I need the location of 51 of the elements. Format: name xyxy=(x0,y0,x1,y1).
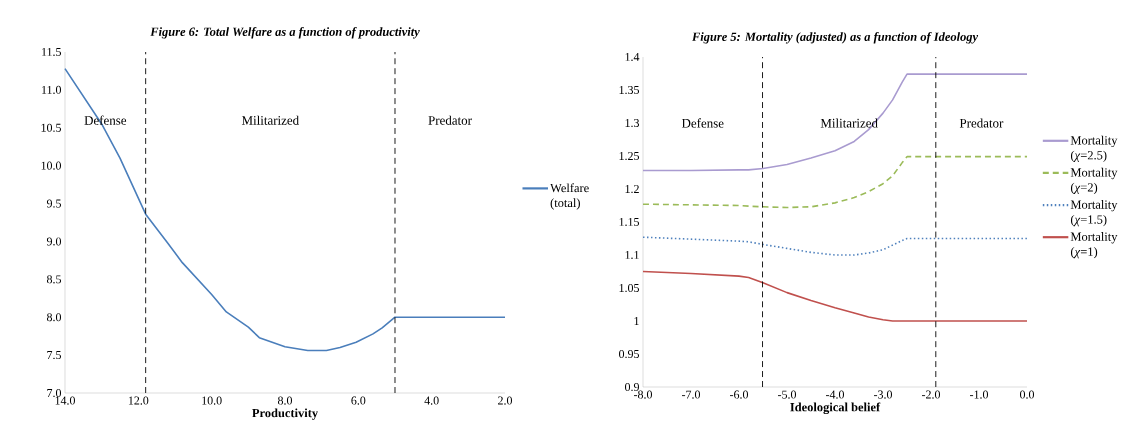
annotation: Predator xyxy=(959,118,1004,128)
x-tick-label: -3.0 xyxy=(873,390,893,399)
x-tick-label: 8.0 xyxy=(277,396,293,405)
y-tick-label: 1.3 xyxy=(625,118,640,128)
y-tick-label: 1.25 xyxy=(619,151,640,161)
legend-label: Mortality (χ=2.5) xyxy=(1070,135,1118,162)
y-tick-label: 10.0 xyxy=(41,161,62,170)
chart-title: Figure 5: Mortality (adjusted) as a function of Ideology xyxy=(691,32,979,44)
x-axis-title: Ideological belief xyxy=(790,402,881,414)
x-tick-label: -8.0 xyxy=(633,390,653,399)
y-tick-label: 1 xyxy=(634,317,639,325)
x-tick-label: -7.0 xyxy=(681,390,701,399)
x-tick-label: 2.0 xyxy=(498,396,513,405)
y-tick-label: 11.5 xyxy=(42,47,62,57)
x-tick-label: -1.0 xyxy=(969,390,989,399)
x-axis-title: Productivity xyxy=(252,408,318,420)
y-tick-label: 8.5 xyxy=(46,275,62,284)
annotation: Defense xyxy=(681,118,724,128)
y-tick-label: 1.4 xyxy=(625,52,640,62)
y-tick-label: 1.2 xyxy=(625,184,639,194)
x-tick-label: 0.0 xyxy=(1019,390,1035,399)
x-tick-label: 14.0 xyxy=(55,396,75,405)
annotation: Predator xyxy=(428,115,472,125)
y-tick-label: 1.15 xyxy=(619,217,640,227)
y-tick-label: 7.0 xyxy=(47,388,62,398)
y-tick-label: 9.0 xyxy=(46,237,62,246)
y-tick-label: 0.95 xyxy=(619,349,640,359)
y-tick-label: 1.1 xyxy=(625,250,639,260)
legend-label: Mortality (χ=1.5) xyxy=(1070,200,1118,227)
y-tick-label: 1.35 xyxy=(619,85,640,95)
x-tick-label: -2.0 xyxy=(921,390,941,399)
legend-label: Welfare (total) xyxy=(550,183,589,210)
annotation: Militarized xyxy=(820,118,878,128)
x-tick-label: -4.0 xyxy=(825,390,845,399)
y-tick-label: 9.5 xyxy=(46,199,62,208)
x-tick-label: 12.0 xyxy=(128,396,149,405)
y-tick-label: 10.5 xyxy=(41,123,62,132)
y-tick-label: 1.05 xyxy=(619,283,640,293)
x-tick-label: -5.0 xyxy=(777,390,797,399)
legend-label: Mortality (χ=1) xyxy=(1070,232,1118,259)
x-tick-label: 10.0 xyxy=(202,396,222,405)
chart-title: Figure 6: Total Welfare as a function of productivity xyxy=(150,27,420,39)
y-tick-label: 0.9 xyxy=(625,382,639,392)
legend-label: Mortality (χ=2) xyxy=(1070,167,1118,195)
y-tick-label: 7.5 xyxy=(47,351,62,360)
x-tick-label: 4.0 xyxy=(424,396,439,405)
x-tick-label: -6.0 xyxy=(729,390,749,399)
y-tick-label: 8.0 xyxy=(46,313,62,322)
annotation: Militarized xyxy=(241,115,299,125)
x-tick-label: 6.0 xyxy=(351,396,366,405)
y-tick-label: 11.0 xyxy=(42,85,62,94)
